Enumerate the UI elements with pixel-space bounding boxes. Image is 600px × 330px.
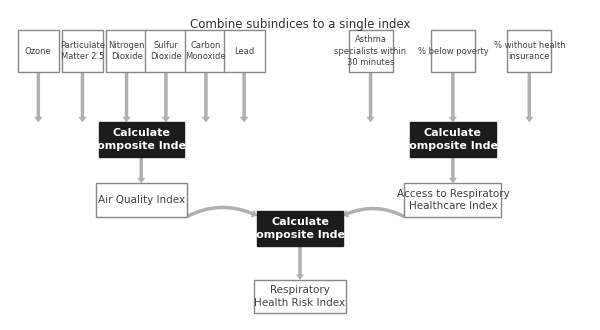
- Text: Calculate
Composite Index: Calculate Composite Index: [401, 128, 505, 151]
- Bar: [410, 122, 496, 157]
- Bar: [98, 122, 184, 157]
- Bar: [18, 30, 59, 72]
- Bar: [95, 183, 187, 216]
- Bar: [106, 30, 147, 72]
- Bar: [224, 30, 265, 72]
- Text: Ozone: Ozone: [25, 47, 52, 55]
- Text: Lead: Lead: [234, 47, 254, 55]
- Text: Sulfur
Dioxide: Sulfur Dioxide: [150, 41, 182, 61]
- Bar: [404, 183, 502, 216]
- Text: Asthma
specialists within
30 minutes: Asthma specialists within 30 minutes: [334, 35, 407, 67]
- Bar: [431, 30, 475, 72]
- Text: Carbon
Monoxide: Carbon Monoxide: [185, 41, 226, 61]
- Text: Respiratory
Health Risk Index: Respiratory Health Risk Index: [254, 285, 346, 308]
- Text: Calculate
Composite Index: Calculate Composite Index: [89, 128, 193, 151]
- Bar: [257, 211, 343, 246]
- Bar: [349, 30, 392, 72]
- Bar: [62, 30, 103, 72]
- Text: Combine subindices to a single index: Combine subindices to a single index: [190, 18, 410, 31]
- Text: % without health
insurance: % without health insurance: [494, 41, 565, 61]
- Text: Calculate
Composite Index: Calculate Composite Index: [248, 217, 352, 240]
- Text: Access to Respiratory
Healthcare Index: Access to Respiratory Healthcare Index: [397, 188, 509, 212]
- Text: Air Quality Index: Air Quality Index: [98, 195, 185, 205]
- Text: % below poverty: % below poverty: [418, 47, 488, 55]
- Text: Particulate
Matter 2.5: Particulate Matter 2.5: [60, 41, 105, 61]
- Bar: [507, 30, 551, 72]
- Bar: [145, 30, 187, 72]
- Bar: [185, 30, 227, 72]
- Text: Nitrogen
Dioxide: Nitrogen Dioxide: [108, 41, 145, 61]
- Bar: [254, 280, 346, 313]
